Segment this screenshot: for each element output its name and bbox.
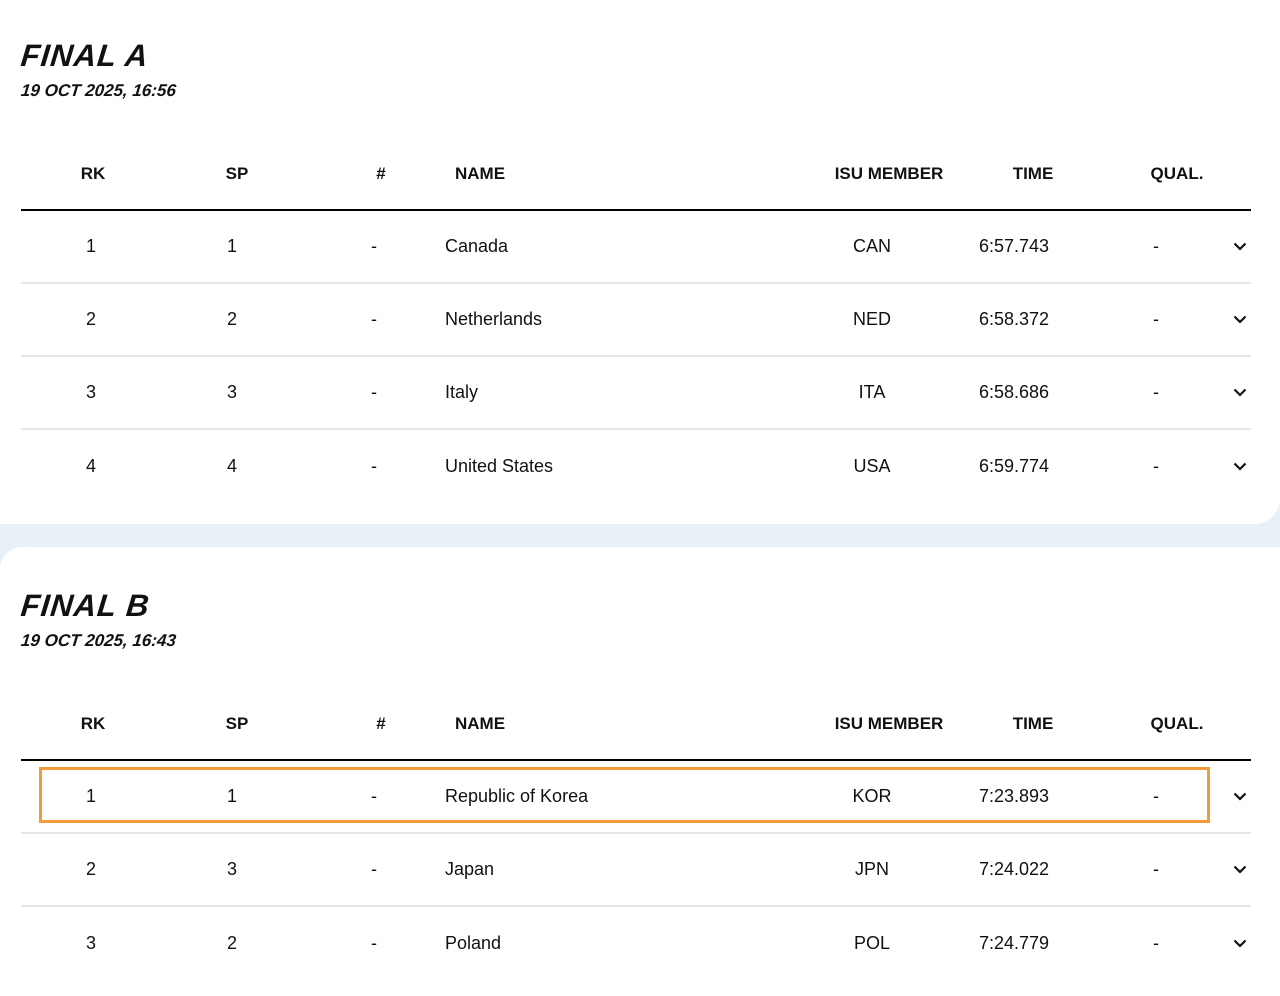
- column-header-qual: QUAL.: [1150, 164, 1204, 183]
- cell-rk: 2: [85, 859, 96, 879]
- table-row[interactable]: 4 4 - United States USA 6:59.774 -: [21, 430, 1251, 503]
- cell-name: Japan: [445, 859, 495, 879]
- cell-member: NED: [852, 309, 891, 329]
- table-row[interactable]: 2 3 - Japan JPN 7:24.022 -: [21, 834, 1251, 907]
- column-header-time: TIME: [1012, 164, 1054, 183]
- cell-sp: 2: [226, 309, 237, 329]
- cell-member: ITA: [858, 382, 886, 402]
- cell-time: 6:59.774: [978, 456, 1050, 476]
- cell-time: 6:57.743: [978, 236, 1050, 256]
- table-header: RK SP # NAME ISU MEMBER TIME QUAL.: [21, 139, 1251, 211]
- cell-rk: 3: [85, 382, 96, 402]
- final-a-section: FINAL A 19 OCT 2025, 16:56 RK SP # NAME ISU …: [0, 0, 1280, 524]
- final-title: FINAL B: [19, 588, 152, 623]
- cell-sp: 1: [226, 236, 237, 256]
- cell-qual: -: [1153, 236, 1159, 256]
- cell-qual: -: [1153, 456, 1159, 476]
- cell-name: Poland: [445, 933, 502, 953]
- cell-time: 7:24.022: [978, 859, 1050, 879]
- cell-time: 7:23.893: [978, 786, 1050, 806]
- cell-sp: 4: [226, 456, 237, 476]
- table-row[interactable]: 3 2 - Poland POL 7:24.779 -: [21, 907, 1251, 980]
- cell-rk: 4: [85, 456, 96, 476]
- cell-num: -: [371, 933, 377, 953]
- column-header-num: #: [376, 714, 386, 733]
- cell-qual: -: [1153, 382, 1159, 402]
- cell-num: -: [371, 236, 377, 256]
- cell-qual: -: [1153, 786, 1159, 806]
- final-date: 19 OCT 2025, 16:43: [20, 631, 178, 650]
- column-header-name: NAME: [455, 164, 506, 183]
- final-b-section: FINAL B 19 OCT 2025, 16:43 RK SP # NAME ISU …: [0, 547, 1280, 996]
- cell-num: -: [371, 859, 377, 879]
- cell-sp: 2: [226, 933, 237, 953]
- cell-name: Netherlands: [445, 309, 543, 329]
- column-header-num: #: [376, 164, 386, 183]
- table-row[interactable]: 3 3 - Italy ITA 6:58.686 -: [21, 357, 1251, 430]
- cell-sp: 3: [226, 859, 237, 879]
- cell-member: CAN: [852, 236, 891, 256]
- final-date: 19 OCT 2025, 16:56: [20, 81, 178, 100]
- cell-name: Republic of Korea: [445, 786, 589, 806]
- column-header-rk: RK: [80, 164, 106, 183]
- column-header-member: ISU MEMBER: [834, 714, 944, 733]
- cell-time: 6:58.686: [978, 382, 1050, 402]
- cell-member: JPN: [854, 859, 889, 879]
- chevron-down-icon[interactable]: [1228, 462, 1251, 471]
- cell-num: -: [371, 456, 377, 476]
- chevron-down-icon[interactable]: [1228, 388, 1251, 397]
- chevron-down-icon[interactable]: [1228, 939, 1251, 948]
- cell-rk: 1: [85, 786, 96, 806]
- column-header-qual: QUAL.: [1150, 714, 1204, 733]
- results-table: RK SP # NAME ISU MEMBER TIME QUAL. 1 1 - Republic …: [21, 689, 1251, 980]
- column-header-rk: RK: [80, 714, 106, 733]
- cell-qual: -: [1153, 309, 1159, 329]
- chevron-down-icon[interactable]: [1228, 242, 1251, 251]
- cell-rk: 1: [85, 236, 96, 256]
- table-header: RK SP # NAME ISU MEMBER TIME QUAL.: [21, 689, 1251, 761]
- cell-qual: -: [1153, 933, 1159, 953]
- cell-sp: 3: [226, 382, 237, 402]
- cell-member: POL: [853, 933, 891, 953]
- chevron-down-icon[interactable]: [1228, 792, 1251, 801]
- table-row[interactable]: 1 1 - Republic of Korea KOR 7:23.893 -: [21, 761, 1251, 834]
- chevron-down-icon[interactable]: [1228, 315, 1251, 324]
- column-header-time: TIME: [1012, 714, 1054, 733]
- cell-rk: 3: [85, 933, 96, 953]
- cell-num: -: [371, 786, 377, 806]
- table-row[interactable]: 2 2 - Netherlands NED 6:58.372 -: [21, 284, 1251, 357]
- cell-time: 6:58.372: [978, 309, 1050, 329]
- cell-num: -: [371, 382, 377, 402]
- cell-member: USA: [853, 456, 891, 476]
- column-header-sp: SP: [225, 164, 249, 183]
- chevron-down-icon[interactable]: [1228, 865, 1251, 874]
- results-table: RK SP # NAME ISU MEMBER TIME QUAL. 1 1 - Canada CAN…: [21, 139, 1251, 503]
- table-row[interactable]: 1 1 - Canada CAN 6:57.743 -: [21, 211, 1251, 284]
- column-header-sp: SP: [225, 714, 249, 733]
- cell-num: -: [371, 309, 377, 329]
- cell-sp: 1: [226, 786, 237, 806]
- cell-rk: 2: [85, 309, 96, 329]
- cell-name: Italy: [445, 382, 479, 402]
- cell-qual: -: [1153, 859, 1159, 879]
- cell-name: Canada: [445, 236, 509, 256]
- final-title: FINAL A: [19, 38, 151, 73]
- cell-name: United States: [445, 456, 554, 476]
- column-header-member: ISU MEMBER: [834, 164, 944, 183]
- cell-time: 7:24.779: [978, 933, 1050, 953]
- column-header-name: NAME: [455, 714, 506, 733]
- cell-member: KOR: [852, 786, 892, 806]
